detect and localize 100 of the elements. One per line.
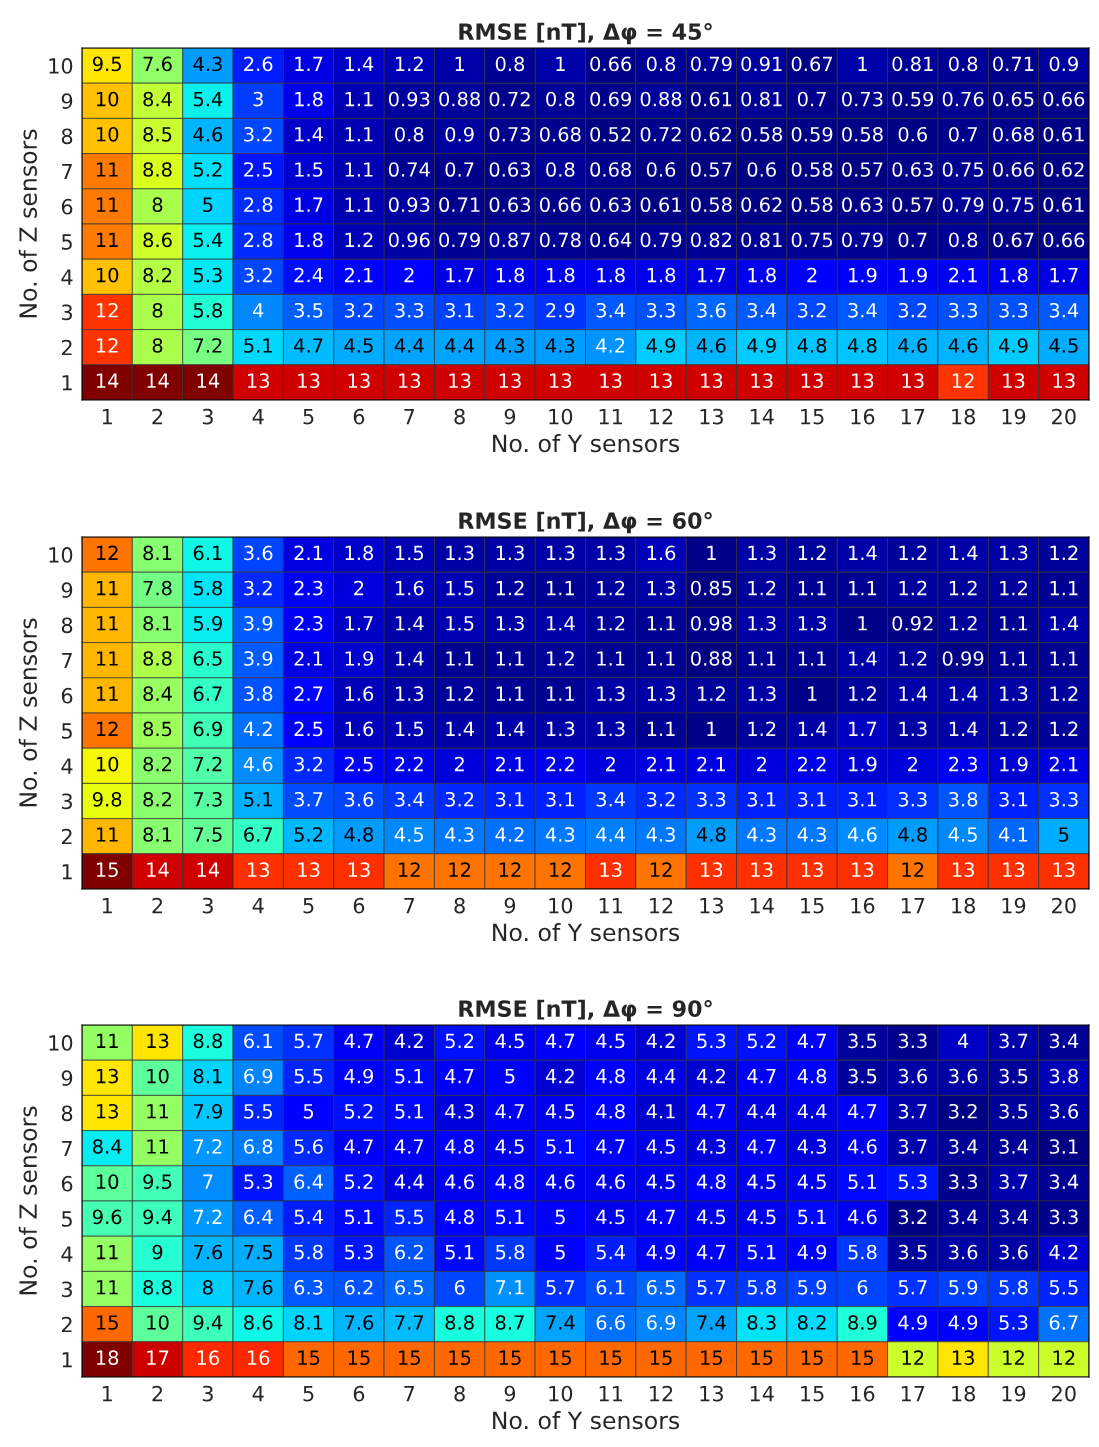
data-label: 4.8 bbox=[696, 1174, 726, 1190]
data-label: 3.9 bbox=[244, 615, 273, 631]
data-label: 4.7 bbox=[394, 1139, 424, 1154]
data-label: 1.2 bbox=[748, 580, 776, 596]
data-label: 13 bbox=[852, 862, 874, 878]
data-label: 12 bbox=[650, 862, 672, 877]
data-label: 5.8 bbox=[193, 580, 223, 596]
data-label: 4.2 bbox=[495, 827, 524, 842]
data-label: 4.2 bbox=[596, 338, 625, 353]
data-label: 3.1 bbox=[445, 302, 474, 318]
x-tick-label: 16 bbox=[851, 897, 875, 914]
y-tick-label: 8 bbox=[61, 617, 73, 634]
data-label: 2.1 bbox=[949, 267, 977, 283]
data-label: 3.2 bbox=[898, 302, 927, 318]
data-label: 1.2 bbox=[899, 580, 927, 596]
data-label: 3.8 bbox=[949, 791, 978, 807]
data-label: 15 bbox=[499, 1350, 521, 1366]
data-label: 6.7 bbox=[193, 686, 222, 702]
data-label: 1.8 bbox=[597, 267, 625, 283]
data-label: 9.5 bbox=[143, 1174, 172, 1190]
data-label: 13 bbox=[247, 373, 270, 389]
x-tick-label: 2 bbox=[152, 1385, 163, 1402]
data-label: 1.9 bbox=[345, 651, 374, 666]
data-label: 9.4 bbox=[143, 1209, 172, 1225]
data-label: 3.2 bbox=[647, 791, 675, 807]
data-label: 3.4 bbox=[596, 302, 626, 318]
x-tick-label: 20 bbox=[1052, 1385, 1076, 1402]
data-label: 13 bbox=[348, 373, 370, 389]
x-tick-label: 11 bbox=[599, 408, 623, 425]
data-label: 3.1 bbox=[546, 791, 574, 807]
data-label: 1.2 bbox=[899, 545, 927, 560]
data-label: 0.98 bbox=[691, 615, 732, 631]
x-tick-label: 18 bbox=[952, 1385, 975, 1402]
data-label: 11 bbox=[96, 232, 118, 247]
data-label: 0.91 bbox=[741, 56, 782, 72]
data-label: 5.1 bbox=[244, 338, 272, 353]
data-label: 2 bbox=[756, 756, 766, 772]
data-label: 8.1 bbox=[143, 545, 172, 561]
data-label: 4.6 bbox=[243, 756, 273, 772]
data-label: 1.3 bbox=[597, 686, 625, 702]
data-label: 1.8 bbox=[295, 232, 323, 248]
data-label: 4.9 bbox=[898, 1315, 927, 1330]
data-label: 0.9 bbox=[445, 126, 474, 142]
data-label: 0.52 bbox=[590, 126, 631, 142]
data-label: 13 bbox=[348, 862, 370, 878]
x-tick-label: 6 bbox=[353, 408, 365, 425]
data-label: 5.1 bbox=[344, 1209, 373, 1225]
data-label: 8.7 bbox=[495, 1315, 524, 1330]
data-label: 4.8 bbox=[596, 1103, 625, 1119]
data-label: 0.58 bbox=[791, 162, 833, 177]
data-label: 5.8 bbox=[747, 1279, 776, 1295]
data-label: 3.1 bbox=[999, 791, 1028, 807]
data-label: 1.1 bbox=[647, 616, 675, 631]
data-label: 15 bbox=[96, 1315, 118, 1330]
data-label: 8.8 bbox=[143, 651, 172, 666]
data-label: 6.4 bbox=[244, 1209, 273, 1225]
y-tick-label: 1 bbox=[62, 375, 72, 391]
data-label: 0.59 bbox=[892, 91, 934, 107]
x-tick-label: 5 bbox=[303, 408, 314, 425]
data-label: 3.3 bbox=[898, 791, 927, 807]
data-label: 3.7 bbox=[294, 791, 323, 807]
data-label: 0.68 bbox=[993, 126, 1034, 142]
data-label: 8.1 bbox=[294, 1315, 323, 1330]
data-label: 1.1 bbox=[345, 91, 373, 107]
data-label: 17 bbox=[147, 1350, 169, 1365]
data-label: 5.1 bbox=[395, 1068, 423, 1084]
data-label: 13 bbox=[952, 1350, 974, 1366]
data-label: 14 bbox=[147, 862, 169, 877]
data-label: 2.6 bbox=[244, 56, 273, 72]
data-label: 1.3 bbox=[647, 580, 675, 596]
data-label: 0.65 bbox=[993, 91, 1034, 107]
data-label: 4.4 bbox=[747, 1104, 777, 1119]
data-label: 3.2 bbox=[244, 267, 272, 283]
data-label: 9 bbox=[152, 1244, 163, 1260]
data-label: 13 bbox=[1003, 373, 1025, 389]
data-label: 13 bbox=[751, 373, 773, 389]
data-label: 5 bbox=[505, 1068, 515, 1084]
data-label: 9.5 bbox=[92, 56, 121, 72]
x-tick-label: 16 bbox=[851, 1385, 875, 1402]
data-label: 0.6 bbox=[898, 126, 928, 142]
data-label: 1.1 bbox=[496, 686, 524, 701]
data-label: 3.6 bbox=[898, 1068, 928, 1084]
data-label: 15 bbox=[348, 1350, 370, 1366]
x-tick-label: 7 bbox=[404, 408, 415, 425]
data-label: 5.4 bbox=[193, 91, 223, 107]
data-label: 3.4 bbox=[395, 791, 424, 807]
data-label: 1.3 bbox=[446, 545, 474, 561]
data-label: 1.1 bbox=[748, 651, 776, 666]
data-label: 0.64 bbox=[590, 232, 632, 248]
data-label: 5.8 bbox=[496, 1244, 525, 1260]
data-label: 0.71 bbox=[439, 197, 480, 213]
data-label: 4.7 bbox=[696, 1244, 726, 1260]
data-label: 1.3 bbox=[748, 686, 776, 702]
data-label: 4.4 bbox=[646, 1068, 676, 1084]
data-label: 0.66 bbox=[539, 197, 581, 213]
data-label: 1.2 bbox=[547, 651, 574, 666]
data-label: 0.93 bbox=[388, 197, 430, 213]
data-label: 2 bbox=[354, 580, 364, 596]
data-label: 7.8 bbox=[143, 580, 172, 596]
data-label: 5 bbox=[1059, 827, 1069, 842]
